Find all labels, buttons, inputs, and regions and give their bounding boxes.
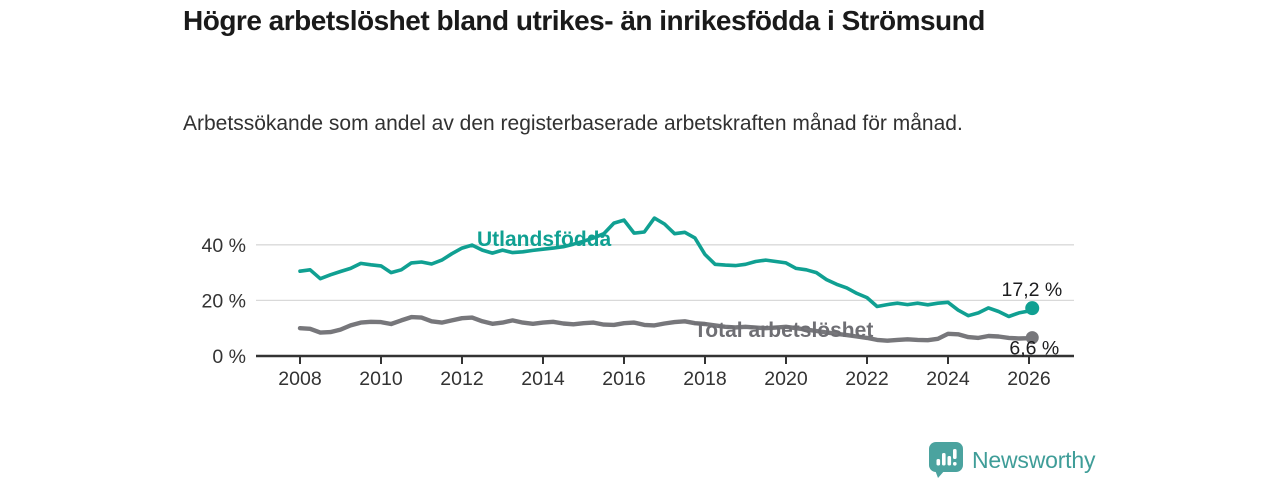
y-tick-label: 20 %: [202, 290, 246, 312]
y-tick-label: 40 %: [202, 235, 246, 257]
x-tick-label: 2024: [926, 368, 970, 390]
series-label: Total arbetslöshet: [694, 319, 873, 342]
x-tick-label: 2008: [278, 368, 321, 390]
series-label: Utlandsfödda: [477, 228, 611, 251]
series-end-dot: [1025, 331, 1039, 345]
x-tick-label: 2012: [440, 368, 483, 390]
bar-chart-speech-bubble-icon: [929, 442, 963, 478]
series-line: [297, 314, 1035, 343]
x-tick-label: 2016: [602, 368, 645, 390]
newsworthy-logo: Newsworthy: [929, 442, 1095, 478]
chart-title: Högre arbetslöshet bland utrikes- än inr…: [183, 5, 985, 36]
end-value-label: 6,6 %: [1009, 338, 1059, 360]
y-tick-label: 0 %: [212, 346, 246, 368]
series-end-dot: [1025, 301, 1040, 316]
x-tick-label: 2026: [1007, 368, 1050, 390]
series-line: [298, 216, 1034, 319]
x-tick-label: 2022: [845, 368, 888, 390]
chart-subtitle: Arbetssökande som andel av den registerb…: [183, 112, 963, 135]
newsworthy-logo-text: Newsworthy: [972, 446, 1096, 473]
x-tick-label: 2018: [683, 368, 726, 390]
end-value-label: 17,2 %: [1002, 279, 1063, 301]
x-tick-label: 2010: [359, 368, 403, 390]
x-tick-label: 2020: [764, 368, 808, 390]
x-tick-label: 2014: [521, 368, 565, 390]
